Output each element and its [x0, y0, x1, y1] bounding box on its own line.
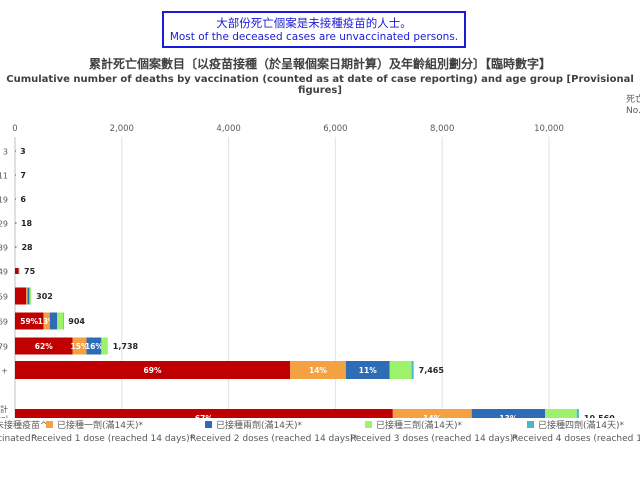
- x-tick-label: 4,000: [216, 124, 240, 134]
- category-label: 11: [0, 172, 8, 181]
- bar-segment: [15, 222, 16, 224]
- category-label: tal: [0, 415, 8, 419]
- bar-segment: [545, 409, 577, 418]
- bar-segment: [16, 246, 18, 248]
- legend-label-en: Received 3 doses (reached 14 days)*: [350, 434, 518, 444]
- legend-label-en: Unvaccinated^: [0, 434, 39, 444]
- notice-box: 大部份死亡個案是未接種疫苗的人士。 Most of the deceased c…: [162, 11, 466, 48]
- category-label: 3: [3, 148, 8, 157]
- bar-segment: [411, 361, 414, 379]
- legend-swatch: [46, 421, 53, 428]
- bar-total-label: 7,465: [419, 366, 445, 375]
- bar-segment: [86, 337, 102, 355]
- bar-segment: [57, 312, 64, 330]
- legend-label-zh: 已接種四劑(滿14天)*: [538, 421, 624, 431]
- bar-total-label: 1,738: [113, 342, 139, 351]
- bar-percent-label: 14%: [423, 414, 441, 418]
- x-tick-label: 0: [12, 124, 17, 134]
- legend-label-zh: 已接種兩劑(滿14天)*: [216, 421, 302, 431]
- stacked-bar-chart: 0 2,000 4,000 6,000 8,000 10,000 3 11 19 29 39 49 59…: [0, 124, 615, 419]
- bar-segment: [15, 222, 17, 224]
- category-label: 69: [0, 318, 8, 327]
- legend-label-zh: 已接種三劑(滿14天)*: [376, 421, 462, 431]
- corner-label-en: No.: [626, 106, 640, 116]
- category-label: 49: [0, 268, 8, 277]
- bar-segment: [15, 409, 393, 418]
- bar-segment: [15, 287, 27, 305]
- category-label: 19: [0, 196, 8, 205]
- bar-segment: [18, 268, 20, 274]
- bar-segment: [15, 361, 291, 379]
- bar-percent-label: 13%: [499, 414, 517, 418]
- category-label: 59: [0, 293, 8, 302]
- bar-segment: [72, 337, 87, 355]
- x-tick-label: 2,000: [110, 124, 134, 134]
- bar-segment: [27, 287, 30, 305]
- bar-segment: [15, 312, 44, 330]
- bar-percent-label: 69%: [144, 366, 162, 375]
- bar-segment: [392, 409, 472, 418]
- chart-title-en: Cumulative number of deaths by vaccinati…: [6, 74, 634, 96]
- bar-segment: [49, 312, 58, 330]
- bar-total-label: 904: [68, 317, 85, 326]
- bar-total-label: 10,560: [584, 414, 615, 418]
- bar-total-label: 6: [20, 195, 26, 204]
- bar-segment: [101, 337, 108, 355]
- chart-legend: 未接種疫苗^ Unvaccinated^ 已接種一劑(滿14天)* Received …: [0, 418, 640, 480]
- category-label: +: [1, 367, 8, 376]
- bar-percent-label: 16%: [85, 342, 103, 351]
- legend-swatch: [365, 421, 372, 428]
- bar-segment: [345, 361, 390, 379]
- category-label: 39: [0, 244, 8, 253]
- legend-label-zh: 已接種一劑(滿14天)*: [57, 421, 143, 431]
- bar-segment: [576, 409, 579, 418]
- bar-total-label: 75: [24, 267, 36, 276]
- bar-percent-label: 13%: [38, 317, 56, 326]
- category-label: 29: [0, 220, 8, 229]
- notice-text-zh: 大部份死亡個案是未接種疫苗的人士。: [216, 16, 412, 30]
- chart-title-zh: 累計死亡個案數目〔以疫苗接種（於呈報個案日期計算）及年齡組別劃分〕【臨時數字】: [88, 57, 551, 71]
- corner-label-zh: 死亡: [626, 95, 640, 105]
- legend-label-en: Received 2 doses (reached 14 days)*: [190, 434, 358, 444]
- bar-percent-label: 14%: [309, 366, 327, 375]
- bar-percent-label: 67%: [195, 414, 213, 418]
- bar-segment: [471, 409, 546, 418]
- bar-total-label: 3: [20, 147, 26, 156]
- legend-label-en: Received 4 doses (reached 14 days)*: [512, 434, 640, 444]
- bar-total-label: 7: [20, 171, 26, 180]
- legend-swatch: [205, 421, 212, 428]
- legend-label-en: Received 1 dose (reached 14 days)*: [31, 434, 195, 444]
- bar-segment: [15, 198, 17, 200]
- bar-segment: [43, 312, 50, 330]
- notice-text-en: Most of the deceased cases are unvaccina…: [169, 31, 459, 43]
- bar-segment: [63, 312, 64, 330]
- bar-percent-label: 59%: [20, 317, 38, 326]
- category-label: 79: [0, 343, 8, 352]
- bar-total-label: 302: [36, 292, 53, 301]
- bar-percent-label: 15%: [71, 342, 89, 351]
- bar-total-label: 28: [21, 243, 33, 252]
- category-label-zh: 計: [0, 404, 8, 414]
- legend-swatch: [527, 421, 534, 428]
- bar-segment: [15, 174, 16, 176]
- bar-segment: [15, 246, 17, 248]
- legend-label-zh: 未接種疫苗^: [0, 421, 48, 431]
- x-tick-label: 10,000: [534, 124, 564, 134]
- x-tick-label: 6,000: [323, 124, 347, 134]
- bar-segment: [15, 337, 73, 355]
- bar-percent-label: 62%: [35, 342, 53, 351]
- bar-segment: [15, 268, 19, 274]
- x-tick-label: 8,000: [430, 124, 454, 134]
- bar-segment: [389, 361, 412, 379]
- bar-total-label: 18: [21, 219, 33, 228]
- bar-segment: [15, 150, 16, 152]
- bar-percent-label: 11%: [359, 366, 377, 375]
- bar-segment: [26, 287, 28, 305]
- bar-segment: [29, 287, 32, 305]
- bar-segment: [290, 361, 346, 379]
